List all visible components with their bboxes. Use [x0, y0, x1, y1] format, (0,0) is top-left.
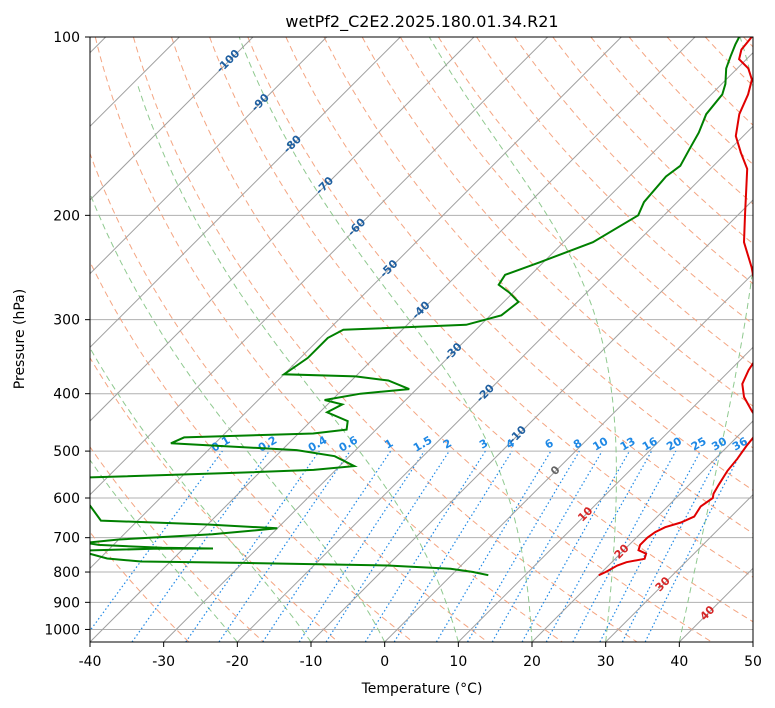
- isotherm: [605, 493, 753, 642]
- mixing-ratio-line: [545, 450, 653, 642]
- x-tick-label: 40: [670, 654, 688, 670]
- isotherm: [163, 51, 753, 642]
- y-axis-title: Pressure (hPa): [12, 289, 28, 389]
- mixing-ratio-line: [262, 450, 392, 642]
- dry-adiabat: [666, 37, 753, 126]
- moist-adiabat: [90, 459, 238, 642]
- dry-adiabat: [399, 37, 753, 407]
- y-tick-label: 1000: [44, 622, 80, 638]
- isotherm: [752, 641, 753, 642]
- dewpoint-profile-line: [90, 37, 741, 577]
- y-tick-label: 500: [53, 444, 80, 460]
- dry-adiabat: [743, 37, 753, 48]
- isotherms: [90, 37, 753, 642]
- mixing-ratio-line: [435, 450, 552, 642]
- isotherm: [310, 199, 753, 642]
- isotherm: [90, 37, 401, 349]
- dry-adiabat: [247, 37, 753, 578]
- dry-adiabat: [90, 356, 339, 642]
- plot-frame: [89, 36, 754, 643]
- chart-title: wetPf2_C2E2.2025.180.01.34.R21: [285, 12, 558, 32]
- dry-adiabat: [285, 37, 753, 535]
- mixing-ratio-line: [325, 450, 450, 642]
- dry-adiabat: [90, 531, 190, 642]
- y-tick-label: 400: [53, 387, 80, 403]
- background-line-labels: 0.1 0.2 0.4 0.6 1 1.5 2 3 4 6 8 10 13 16 20 25 30 36-100-…: [209, 47, 750, 624]
- mixing-ratio-line: [364, 450, 486, 642]
- moist-adiabat: [90, 192, 386, 642]
- isotherm: [90, 37, 328, 275]
- x-tick-label: -40: [79, 654, 102, 670]
- mixing-ratio-line: [185, 450, 320, 642]
- isotherm: [90, 37, 696, 642]
- dry-adiabat: [171, 37, 712, 642]
- y-tick-label: 800: [53, 565, 80, 581]
- isotherm-label: 10: [575, 504, 595, 524]
- mixing-ratio-line: [218, 450, 351, 642]
- isotherm: [678, 567, 753, 642]
- dry-adiabat: [90, 446, 264, 642]
- pressure-gridlines: [90, 37, 753, 630]
- x-tick-label: 10: [449, 654, 467, 670]
- dry-adiabat: [90, 260, 414, 642]
- mixing-ratio-line: [298, 450, 425, 642]
- mixing-ratio-line: [466, 450, 580, 642]
- x-tick-label: 20: [523, 654, 541, 670]
- mixing-ratio-label: 6: [543, 436, 556, 451]
- isotherm: [90, 37, 475, 422]
- y-axis-ticks: 100 200 300 400 500 600 700 800 900 1000: [44, 30, 90, 638]
- x-tick-label: 0: [380, 654, 389, 670]
- dry-adiabat: [437, 37, 753, 366]
- dry-adiabat: [132, 37, 638, 642]
- dry-adiabat: [94, 37, 563, 642]
- moist-adiabat: [136, 83, 459, 642]
- moist-adiabat: [238, 37, 533, 642]
- mixing-ratio-line: [521, 450, 631, 642]
- moist-adiabat: [428, 37, 617, 642]
- dry-adiabat: [323, 37, 753, 491]
- mixing-ratio-label: 2: [441, 437, 454, 452]
- profile-series: [90, 37, 753, 577]
- x-tick-label: 50: [744, 654, 762, 670]
- moist-adiabats: [90, 37, 753, 642]
- mixing-ratio-line: [131, 450, 270, 642]
- temperature-profile-line: [598, 37, 753, 577]
- isotherm: [90, 37, 254, 201]
- dry-adiabats: [90, 37, 753, 642]
- isotherm: [90, 37, 549, 496]
- x-tick-label: -10: [300, 654, 323, 670]
- isotherm: [457, 346, 753, 642]
- isotherm: [384, 272, 753, 642]
- x-tick-label: -30: [152, 654, 175, 670]
- mixing-ratio-line: [572, 450, 677, 642]
- mixing-ratio-line: [644, 450, 743, 642]
- dry-adiabat: [552, 37, 753, 245]
- dry-adiabat: [590, 37, 753, 205]
- isotherm: [90, 37, 622, 570]
- x-tick-label: 30: [597, 654, 615, 670]
- y-tick-label: 700: [53, 531, 80, 547]
- isotherm: [236, 125, 753, 642]
- dry-adiabat: [704, 37, 753, 87]
- x-tick-label: -20: [226, 654, 249, 670]
- isotherm: [531, 420, 753, 642]
- mixing-ratio-line: [393, 450, 513, 642]
- x-axis-title: Temperature (°C): [361, 681, 483, 697]
- x-axis-ticks: -40 -30 -20 -10 0 10 20 30 40 50: [79, 642, 762, 670]
- y-tick-label: 600: [53, 491, 80, 507]
- plot-area: 0.1 0.2 0.4 0.6 1 1.5 2 3 4 6 8 10 13 16 20 25 30 36-100-…: [90, 37, 753, 642]
- y-tick-label: 200: [53, 208, 80, 224]
- moist-adiabat: [678, 37, 753, 642]
- y-tick-label: 100: [53, 30, 80, 46]
- mixing-ratio-line: [90, 450, 223, 632]
- y-tick-label: 300: [53, 313, 80, 329]
- y-tick-label: 900: [53, 595, 80, 611]
- mixing-ratio-lines: [90, 450, 743, 642]
- moist-adiabat: [90, 347, 312, 642]
- dry-adiabat: [209, 37, 753, 623]
- mixing-ratio-line: [599, 450, 702, 642]
- dry-adiabat: [90, 152, 488, 642]
